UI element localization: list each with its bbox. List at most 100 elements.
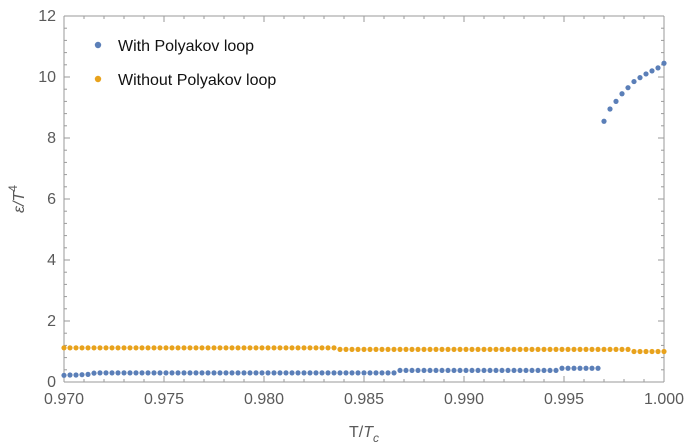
data-point-without-polyakov [661, 348, 667, 355]
y-axis-title: ε/T4 [6, 185, 28, 213]
data-point-without-polyakov [637, 348, 643, 355]
data-point-with-polyakov [469, 367, 475, 374]
data-point-without-polyakov [223, 345, 229, 351]
data-point-with-polyakov [211, 370, 217, 376]
data-point-without-polyakov [109, 345, 115, 351]
data-point-with-polyakov [607, 106, 613, 112]
data-point-with-polyakov [109, 370, 115, 376]
data-point-with-polyakov [145, 370, 151, 376]
y-tick-label: 6 [47, 191, 56, 208]
data-point-without-polyakov [229, 345, 235, 351]
data-point-with-polyakov [427, 367, 433, 374]
data-point-without-polyakov [469, 346, 475, 352]
data-point-without-polyakov [193, 345, 199, 351]
data-point-with-polyakov [403, 367, 409, 374]
data-point-with-polyakov [493, 367, 499, 374]
data-point-without-polyakov [631, 348, 637, 355]
data-point-without-polyakov [613, 346, 619, 352]
data-point-with-polyakov [307, 370, 313, 376]
data-point-without-polyakov [79, 345, 85, 351]
x-tick-label: 0.975 [144, 391, 184, 408]
data-point-without-polyakov [445, 346, 451, 352]
data-point-without-polyakov [505, 346, 511, 352]
y-tick-label: 2 [47, 313, 56, 330]
data-point-without-polyakov [103, 345, 109, 351]
legend-marker [94, 41, 102, 49]
data-point-without-polyakov [493, 346, 499, 352]
data-point-with-polyakov [97, 370, 103, 376]
data-point-without-polyakov [253, 345, 259, 351]
data-point-without-polyakov [451, 346, 457, 352]
x-tick-label: 0.980 [244, 391, 284, 408]
data-point-with-polyakov [355, 370, 361, 376]
data-point-with-polyakov [157, 370, 163, 376]
data-point-with-polyakov [529, 367, 535, 374]
data-point-without-polyakov [169, 345, 175, 351]
data-point-without-polyakov [325, 345, 331, 351]
y-tick-label: 0 [47, 374, 56, 391]
data-point-with-polyakov [397, 367, 403, 374]
data-point-with-polyakov [193, 370, 199, 376]
data-point-without-polyakov [481, 346, 487, 352]
x-tick-label: 0.970 [44, 391, 84, 408]
y-tick-label: 4 [47, 252, 56, 269]
data-point-without-polyakov [541, 346, 547, 352]
data-point-with-polyakov [547, 367, 553, 374]
data-point-with-polyakov [439, 367, 445, 374]
data-point-with-polyakov [595, 365, 601, 371]
data-point-without-polyakov [529, 346, 535, 352]
legend-marker [94, 75, 102, 83]
data-point-without-polyakov [139, 345, 145, 351]
data-point-with-polyakov [499, 367, 505, 374]
data-point-without-polyakov [475, 346, 481, 352]
data-point-without-polyakov [643, 348, 649, 355]
data-point-with-polyakov [247, 370, 253, 376]
data-point-without-polyakov [421, 346, 427, 352]
data-point-with-polyakov [559, 365, 565, 371]
data-point-with-polyakov [313, 370, 319, 376]
data-point-without-polyakov [415, 346, 421, 352]
data-point-without-polyakov [619, 346, 625, 352]
data-point-with-polyakov [613, 98, 619, 104]
data-point-without-polyakov [145, 345, 151, 351]
data-point-without-polyakov [397, 346, 403, 352]
data-point-with-polyakov [127, 370, 133, 376]
data-marks [61, 60, 667, 378]
data-point-without-polyakov [427, 346, 433, 352]
data-point-with-polyakov [175, 370, 181, 376]
data-point-with-polyakov [229, 370, 235, 376]
data-point-without-polyakov [199, 345, 205, 351]
data-point-without-polyakov [307, 345, 313, 351]
data-point-without-polyakov [289, 345, 295, 351]
data-point-with-polyakov [187, 370, 193, 376]
data-point-with-polyakov [661, 60, 667, 66]
data-point-with-polyakov [409, 367, 415, 374]
axes: 0 2 4 6 8 10 12 0.970 0.975 0.980 0.985 0.990 0.995 1… [38, 8, 684, 408]
data-point-without-polyakov [523, 346, 529, 352]
data-point-without-polyakov [439, 346, 445, 352]
data-point-without-polyakov [361, 346, 367, 352]
data-point-with-polyakov [553, 367, 559, 374]
data-point-without-polyakov [211, 345, 217, 351]
data-point-with-polyakov [277, 370, 283, 376]
data-point-without-polyakov [277, 345, 283, 351]
data-point-without-polyakov [97, 345, 103, 351]
data-point-without-polyakov [535, 346, 541, 352]
data-point-without-polyakov [259, 345, 265, 351]
data-point-without-polyakov [343, 346, 349, 352]
data-point-without-polyakov [337, 346, 343, 352]
data-point-with-polyakov [577, 365, 583, 371]
data-point-without-polyakov [625, 346, 631, 352]
legend-label: Without Polyakov loop [118, 72, 276, 89]
data-point-with-polyakov [169, 370, 175, 376]
data-point-with-polyakov [85, 371, 91, 377]
data-point-without-polyakov [283, 345, 289, 351]
data-point-with-polyakov [373, 370, 379, 376]
data-point-without-polyakov [73, 345, 79, 351]
data-point-without-polyakov [121, 345, 127, 351]
data-point-without-polyakov [379, 346, 385, 352]
data-point-with-polyakov [481, 367, 487, 374]
x-tick-label: 1.000 [644, 391, 684, 408]
data-point-without-polyakov [163, 345, 169, 351]
data-point-without-polyakov [589, 346, 595, 352]
